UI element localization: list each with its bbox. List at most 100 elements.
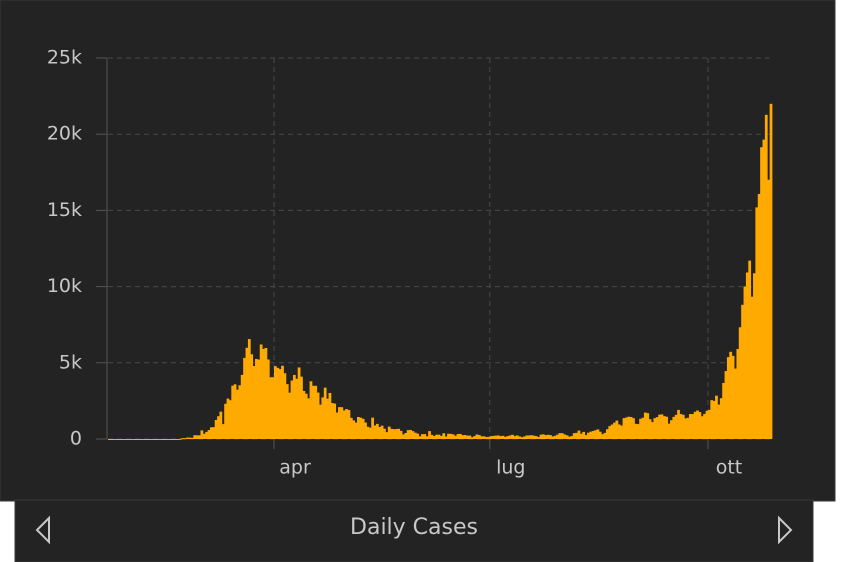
bar — [470, 437, 474, 439]
bar — [646, 413, 650, 439]
bar — [670, 420, 673, 439]
bar — [243, 357, 246, 439]
bar — [136, 439, 140, 440]
bar — [653, 418, 657, 439]
bar — [736, 349, 740, 439]
bar — [349, 417, 353, 439]
bar — [193, 435, 197, 439]
bar — [406, 430, 410, 439]
bar — [164, 439, 168, 440]
bar — [753, 273, 756, 439]
bar — [691, 414, 695, 439]
bar — [532, 435, 536, 439]
bar — [186, 437, 190, 439]
bar — [347, 410, 351, 439]
bar — [340, 407, 344, 439]
bar — [385, 432, 389, 439]
bar — [333, 403, 337, 439]
y-tick-label: 15k — [47, 199, 82, 221]
bar — [655, 417, 659, 439]
bar — [292, 374, 296, 439]
bar — [371, 417, 374, 439]
bar — [530, 435, 533, 439]
bar — [499, 436, 503, 439]
bar — [482, 436, 486, 439]
bar — [707, 409, 711, 439]
bar — [179, 438, 182, 440]
bar — [307, 398, 310, 439]
bar — [323, 387, 327, 439]
bar — [285, 384, 289, 439]
bar — [541, 434, 545, 439]
bar — [598, 431, 602, 439]
bar — [719, 398, 723, 439]
bar — [217, 416, 220, 439]
bar — [451, 434, 455, 439]
bar — [551, 436, 555, 439]
bar — [231, 385, 235, 439]
bar — [302, 390, 306, 439]
bar — [409, 429, 412, 439]
bar — [506, 436, 510, 439]
bar — [304, 393, 308, 439]
bar — [724, 371, 728, 439]
bar — [563, 434, 567, 439]
bar — [129, 438, 133, 440]
bar — [392, 429, 396, 439]
bar — [117, 439, 121, 440]
bar — [629, 416, 633, 439]
bar — [722, 382, 725, 439]
bar — [380, 425, 384, 439]
bar — [757, 193, 761, 439]
bar — [423, 434, 427, 439]
bar — [689, 414, 692, 439]
bar — [475, 434, 479, 439]
bar — [641, 417, 645, 439]
bar — [549, 435, 552, 439]
bar — [743, 286, 747, 439]
next-arrow[interactable] — [778, 515, 793, 545]
bar — [639, 418, 642, 439]
bar — [335, 412, 339, 439]
bar — [651, 422, 654, 439]
bar — [565, 435, 569, 439]
bar — [354, 422, 358, 439]
bar — [430, 434, 434, 439]
bar — [575, 432, 578, 439]
bar — [300, 376, 303, 439]
bar — [473, 436, 476, 439]
bar — [316, 392, 320, 439]
bar — [537, 437, 540, 439]
bar — [119, 439, 123, 440]
bar — [731, 355, 735, 439]
bar — [553, 435, 557, 439]
bar — [717, 404, 721, 439]
bar — [461, 435, 465, 439]
bar — [608, 426, 612, 439]
bar — [755, 207, 759, 439]
bar — [679, 414, 683, 439]
bar — [466, 435, 469, 439]
prev-arrow[interactable] — [35, 515, 50, 545]
bar — [715, 395, 718, 439]
bar — [150, 439, 154, 440]
bar — [738, 327, 742, 439]
bar — [326, 398, 329, 439]
bar — [596, 429, 600, 439]
bar — [110, 439, 114, 440]
bar — [613, 422, 616, 439]
y-tick-label: 10k — [47, 275, 82, 297]
bar — [209, 427, 213, 439]
bar — [703, 413, 706, 439]
x-tick-label: lug — [496, 457, 525, 479]
bar — [729, 351, 733, 439]
bar — [463, 435, 467, 439]
bar — [750, 296, 754, 439]
bar — [428, 431, 431, 439]
bar — [444, 436, 448, 439]
bar — [492, 435, 495, 439]
bar — [454, 435, 457, 439]
bar — [321, 397, 325, 439]
bar — [764, 114, 768, 440]
bar — [383, 428, 386, 439]
